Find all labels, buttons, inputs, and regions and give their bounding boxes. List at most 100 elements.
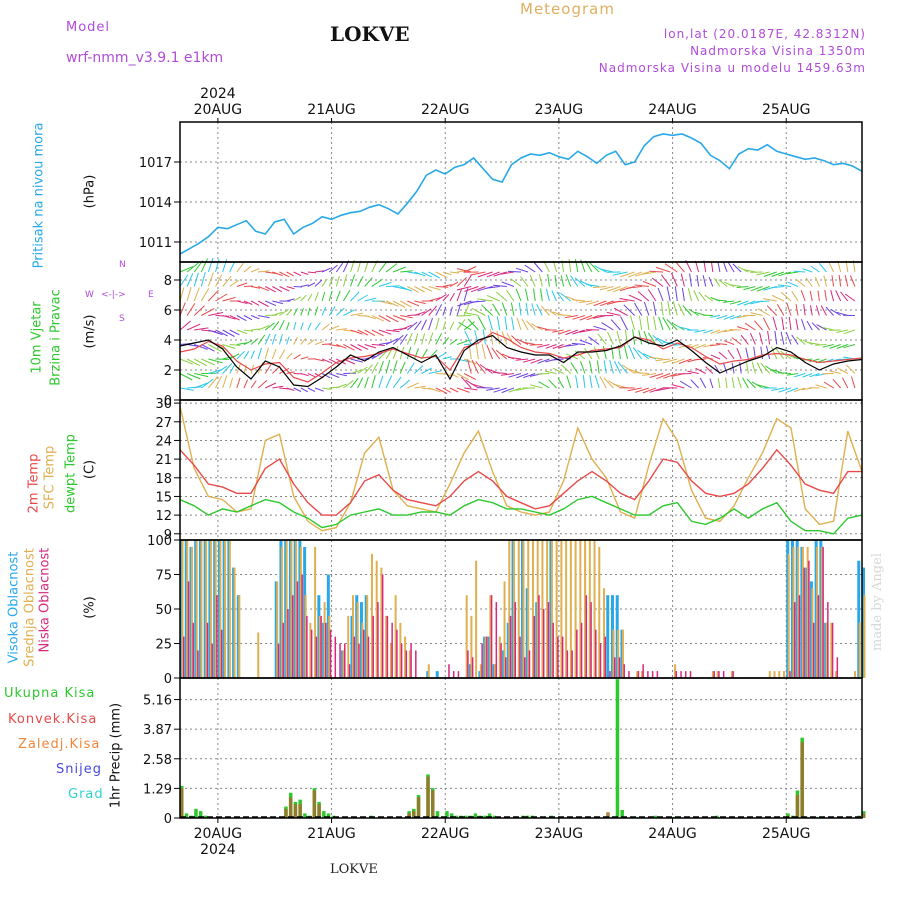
wind-arrow: [201, 344, 215, 352]
wind-arrow: [350, 291, 360, 302]
wind-arrow: [545, 288, 550, 302]
precip-convective-bar: [298, 804, 302, 818]
wind-arrow: [592, 286, 607, 288]
wind-arrow: [493, 371, 507, 374]
wind-arrow: [822, 327, 834, 331]
cloud-mid-bar: [318, 615, 321, 678]
y-tick-label: 2: [164, 364, 172, 379]
wind-arrow: [612, 271, 628, 276]
cloud-low-bar: [808, 560, 810, 678]
cloud-low-bar: [287, 609, 289, 678]
wind-arrow: [399, 333, 408, 345]
wind-arrow: [414, 320, 422, 331]
cloud-low-bar: [344, 643, 346, 678]
wind-arrow: [357, 366, 368, 374]
cloud-low-bar: [798, 595, 801, 678]
wind-arrow: [243, 379, 249, 389]
cloud-low-bar: [405, 650, 408, 678]
cloud-low-bar: [817, 595, 820, 678]
wind-arrow: [435, 271, 448, 278]
wind-arrow: [364, 364, 373, 374]
wind-arrow: [314, 322, 321, 331]
wind-arrow: [558, 344, 571, 349]
cloud-low-bar: [836, 657, 839, 678]
cloud-mid-bar: [399, 622, 402, 678]
y-tick-label: 18: [155, 472, 172, 487]
compass-e: E: [148, 290, 154, 300]
wind-arrow: [493, 271, 507, 277]
wind-arrow: [504, 316, 508, 331]
cloud-mid-bar: [394, 595, 397, 678]
wind-arrow: [586, 315, 600, 321]
wind-arrow: [201, 358, 216, 366]
cloud-low-bar: [206, 622, 209, 678]
wind-arrow: [393, 286, 407, 290]
wind-arrow: [526, 320, 536, 331]
wind-compass: W <-|-> E N S: [82, 258, 162, 328]
wind-arrow: [271, 333, 277, 345]
wind-arrow: [458, 321, 472, 331]
wind-arrow: [215, 365, 228, 374]
wind-arrow: [328, 264, 338, 273]
wind-arrow: [770, 346, 778, 360]
wind-arrow: [610, 345, 614, 360]
wind-arrow: [613, 307, 628, 316]
wind-arrow: [777, 284, 792, 287]
wind-arrow: [194, 327, 209, 331]
cloud-mid-bar: [280, 546, 283, 678]
wind-arrow: [307, 282, 316, 287]
wind-arrow: [250, 268, 260, 273]
cloud-low-bar: [580, 622, 583, 678]
wind-arrow: [732, 263, 742, 273]
cloud-mid-bar: [186, 540, 189, 678]
wind-arrow: [672, 323, 685, 331]
wind-arrow: [664, 263, 678, 273]
wind-arrow: [364, 329, 376, 337]
cloud-low-bar: [410, 643, 412, 678]
cloud-mid-bar: [228, 540, 231, 678]
wind-arrow: [350, 358, 363, 363]
wind-arrow: [657, 287, 664, 302]
wind-arrow: [321, 267, 331, 273]
wind-arrow: [486, 286, 500, 289]
wind-arrow: [186, 273, 194, 287]
wind-arrow: [314, 292, 319, 302]
wind-arrow: [564, 344, 578, 347]
cloud-mid-bar: [356, 602, 359, 678]
cloud-mid-bar: [787, 553, 790, 678]
wind-arrow: [321, 323, 330, 331]
wind-arrow: [678, 326, 692, 331]
cloud-low-bar: [789, 671, 791, 678]
wind-arrow: [385, 263, 398, 273]
cloud-mid-bar: [200, 540, 203, 678]
wind-arrow: [628, 344, 636, 360]
compass-s: S: [119, 314, 125, 324]
wind-arrow: [264, 333, 271, 345]
wind-arrow: [236, 282, 248, 287]
cloud-mid-bar: [636, 671, 639, 678]
wind-arrow: [392, 334, 404, 345]
cloud-mid-bar: [835, 671, 838, 678]
wind-arrow: [637, 291, 650, 302]
wind-arrow: [329, 344, 340, 347]
wind-arrow: [843, 329, 856, 335]
temp-2m-line: [179, 448, 862, 516]
cloud-mid-bar: [574, 540, 577, 678]
wind-arrow: [314, 279, 323, 287]
wind-arrow: [540, 305, 550, 316]
cloud-mid-bar: [598, 546, 601, 678]
wind-arrow: [493, 387, 507, 393]
wind-arrow: [293, 308, 298, 316]
wind-arrow: [449, 338, 458, 345]
cloud-low-bar: [542, 609, 545, 678]
wind-arrow: [785, 332, 792, 345]
wind-arrow: [704, 294, 714, 302]
cloud-mid-bar: [825, 622, 828, 678]
wind-arrow: [709, 378, 714, 389]
wind-arrow: [250, 286, 261, 289]
wind-arrow: [186, 358, 201, 367]
wind-arrow: [378, 329, 392, 335]
wind-arrow: [601, 322, 614, 331]
cloud-mid-bar: [257, 632, 260, 678]
wind-arrow: [442, 337, 450, 345]
